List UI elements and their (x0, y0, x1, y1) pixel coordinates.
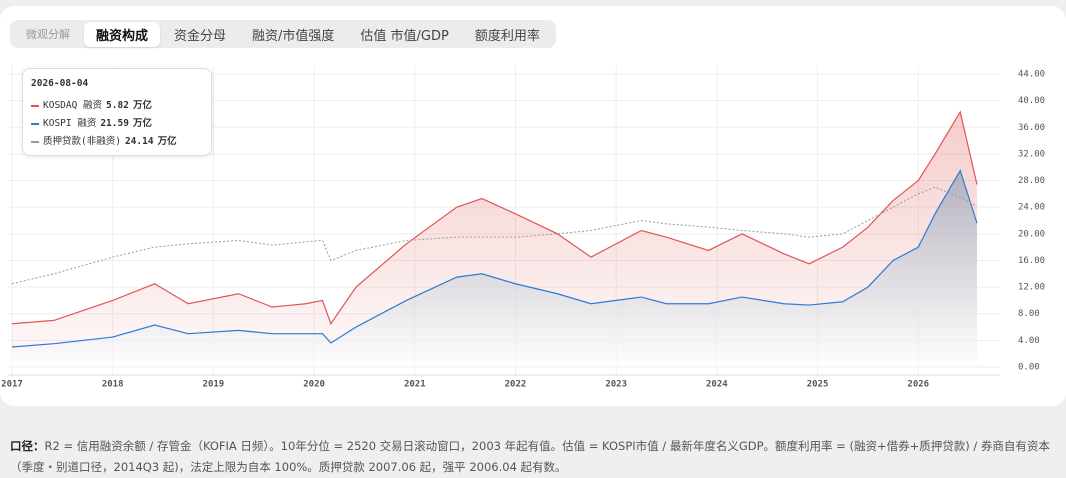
x-tick-label: 2022 (505, 380, 527, 390)
y-tick-label: 4.00 (1018, 336, 1040, 346)
tooltip-value: 24.14 (124, 136, 154, 147)
x-tick-label: 2020 (303, 380, 325, 390)
tab[interactable]: 额度利用率 (474, 28, 540, 44)
tooltip-date: 2026-08-04 (31, 78, 89, 89)
legend-label: KOSPI 融资 (43, 118, 97, 129)
y-tick-label: 20.00 (1018, 229, 1045, 239)
tooltip-row: KOSDAQ 融资 5.82 万亿 (31, 97, 152, 111)
tab-bar: 微观分解 融资构成 资金分母 融资/市值强度 估值 市值/GDP 额度利用率 (10, 20, 556, 48)
x-tick-label: 2023 (605, 380, 627, 390)
y-tick-label: 12.00 (1018, 283, 1045, 293)
footer-label: 口径： (10, 439, 45, 453)
footer-text: R2 = 信用融资余额 / 存管金（KOFIA 日频）。10年分位 = 2520… (10, 439, 1050, 474)
tab[interactable]: 资金分母 (174, 28, 227, 44)
legend-swatch (31, 140, 39, 143)
y-tick-label: 16.00 (1018, 256, 1045, 266)
chart: 0.00 4.00 8.00 12.00 16.00 20.00 24.00 28.00 32.… (1, 66, 1045, 390)
tooltip-row: KOSPI 融资 21.59 万亿 (31, 115, 152, 129)
tooltip-value: 5.82 (106, 100, 129, 111)
x-tick-label: 2024 (706, 380, 728, 390)
y-tick-label: 0.00 (1018, 363, 1040, 373)
x-tick-label: 2018 (102, 380, 124, 390)
y-tick-label: 32.00 (1018, 149, 1045, 159)
tab[interactable]: 融资/市值强度 (252, 28, 335, 44)
tab[interactable]: 微观分解 (26, 28, 70, 41)
x-tick-label: 2017 (1, 380, 23, 390)
x-tick-label: 2026 (907, 380, 929, 390)
legend-swatch (31, 122, 39, 125)
tooltip-value: 21.59 (100, 118, 129, 129)
tab[interactable]: 融资构成 (84, 21, 161, 47)
line (11, 110, 978, 326)
y-tick-label: 44.00 (1018, 70, 1045, 80)
legend-swatch (31, 104, 39, 107)
y-tick-label: 24.00 (1018, 203, 1045, 213)
tooltip-unit: 万亿 (157, 136, 177, 147)
tab[interactable]: 估值 市值/GDP (360, 28, 449, 44)
line (11, 186, 978, 285)
y-tick-label: 40.00 (1018, 96, 1045, 106)
y-tick-label: 8.00 (1018, 309, 1040, 319)
line (11, 169, 978, 348)
area (12, 170, 977, 367)
x-tick-label: 2021 (404, 380, 426, 390)
tooltip-unit: 万亿 (132, 100, 152, 111)
footer-note: 口径：R2 = 信用融资余额 / 存管金（KOFIA 日频）。10年分位 = 2… (10, 436, 1056, 478)
tooltip-row: 质押贷款(非融资) 24.14 万亿 (31, 133, 177, 147)
legend-label: KOSDAQ 融资 (43, 100, 103, 111)
y-tick-label: 36.00 (1018, 123, 1045, 133)
tooltip-unit: 万亿 (132, 118, 152, 129)
y-tick-label: 28.00 (1018, 176, 1045, 186)
x-tick-label: 2019 (203, 380, 225, 390)
x-tick-label: 2025 (807, 380, 829, 390)
tooltip: 2026-08-04 KOSDAQ 融资 5.82 万亿 KOSPI 融资 21.59 万亿… (22, 68, 212, 156)
legend-label: 质押贷款(非融资) (43, 136, 121, 147)
